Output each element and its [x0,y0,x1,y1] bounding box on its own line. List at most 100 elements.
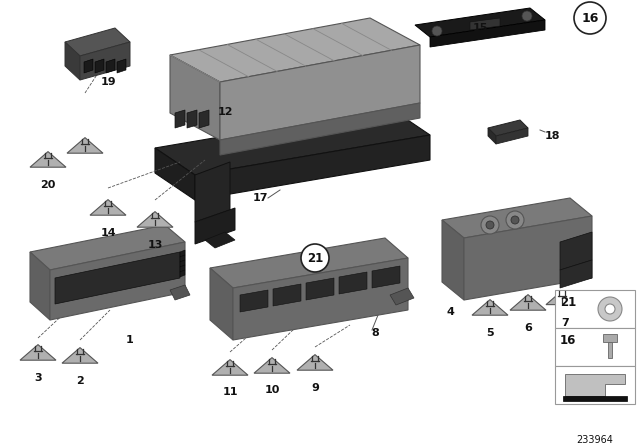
Polygon shape [415,8,545,37]
Polygon shape [442,220,464,300]
Polygon shape [199,110,209,128]
Text: 4: 4 [446,307,454,317]
Bar [608,342,612,358]
Polygon shape [195,135,430,200]
Polygon shape [560,232,592,270]
Polygon shape [430,20,545,47]
Text: 17: 17 [252,193,268,203]
Polygon shape [180,260,185,267]
Polygon shape [175,110,185,128]
Text: 15: 15 [472,23,488,33]
Polygon shape [565,374,625,396]
Polygon shape [90,200,126,215]
Polygon shape [488,128,496,144]
Text: 10: 10 [264,385,280,395]
Polygon shape [488,120,528,136]
Polygon shape [180,270,185,277]
Polygon shape [30,225,185,270]
Bar [555,366,635,404]
Text: 8: 8 [371,328,379,338]
Circle shape [522,11,532,21]
Polygon shape [205,232,235,248]
Text: 5: 5 [486,328,494,338]
Circle shape [486,221,494,229]
Circle shape [511,216,519,224]
Text: 6: 6 [524,323,532,333]
Polygon shape [117,59,126,73]
Polygon shape [106,59,115,73]
Bar [555,290,635,328]
Text: 16: 16 [560,333,576,346]
Polygon shape [254,358,290,373]
Text: 19: 19 [100,77,116,87]
Polygon shape [470,18,500,30]
Polygon shape [510,295,546,310]
Polygon shape [339,272,367,294]
Polygon shape [372,266,400,288]
Polygon shape [273,284,301,306]
Text: 20: 20 [40,180,56,190]
Polygon shape [30,151,66,167]
Circle shape [574,2,606,34]
Polygon shape [560,260,592,288]
Polygon shape [30,252,50,320]
Polygon shape [212,360,248,375]
Polygon shape [55,252,180,304]
Circle shape [598,297,622,321]
Polygon shape [84,59,93,73]
Polygon shape [210,268,233,340]
Polygon shape [472,300,508,315]
Polygon shape [180,250,185,257]
Text: 1: 1 [126,335,134,345]
Polygon shape [67,138,103,153]
Polygon shape [155,148,195,200]
Text: 14: 14 [100,228,116,238]
Bar [555,328,635,366]
Polygon shape [195,162,230,222]
Circle shape [506,211,524,229]
Text: 21: 21 [307,251,323,264]
Circle shape [301,244,329,272]
Polygon shape [180,265,185,272]
Polygon shape [20,345,56,360]
Polygon shape [240,290,268,312]
Polygon shape [210,238,408,288]
Polygon shape [195,208,235,244]
Bar [603,334,617,342]
Circle shape [605,304,615,314]
Text: 7: 7 [561,318,569,328]
Polygon shape [180,255,185,262]
Text: 11: 11 [222,387,237,397]
Polygon shape [442,198,592,238]
Polygon shape [297,355,333,370]
Polygon shape [155,108,430,175]
Polygon shape [306,278,334,300]
Text: 18: 18 [544,131,560,141]
Polygon shape [187,110,197,128]
Text: 16: 16 [581,12,598,25]
Polygon shape [220,103,420,155]
Polygon shape [170,55,220,140]
Polygon shape [65,42,80,80]
Circle shape [432,26,442,36]
Polygon shape [80,42,130,80]
Circle shape [481,216,499,234]
Text: 21: 21 [560,296,576,309]
Polygon shape [546,291,578,305]
Bar [563,396,627,401]
Text: 3: 3 [34,373,42,383]
Polygon shape [62,348,98,363]
Polygon shape [50,242,185,320]
Polygon shape [233,258,408,340]
Polygon shape [390,288,414,305]
Polygon shape [65,28,130,56]
Polygon shape [464,216,592,300]
Polygon shape [137,211,173,227]
Text: 12: 12 [217,107,233,117]
Polygon shape [170,18,420,82]
Polygon shape [496,128,528,144]
Polygon shape [170,285,190,300]
Text: 9: 9 [311,383,319,393]
Polygon shape [95,59,104,73]
Text: 2: 2 [76,376,84,386]
